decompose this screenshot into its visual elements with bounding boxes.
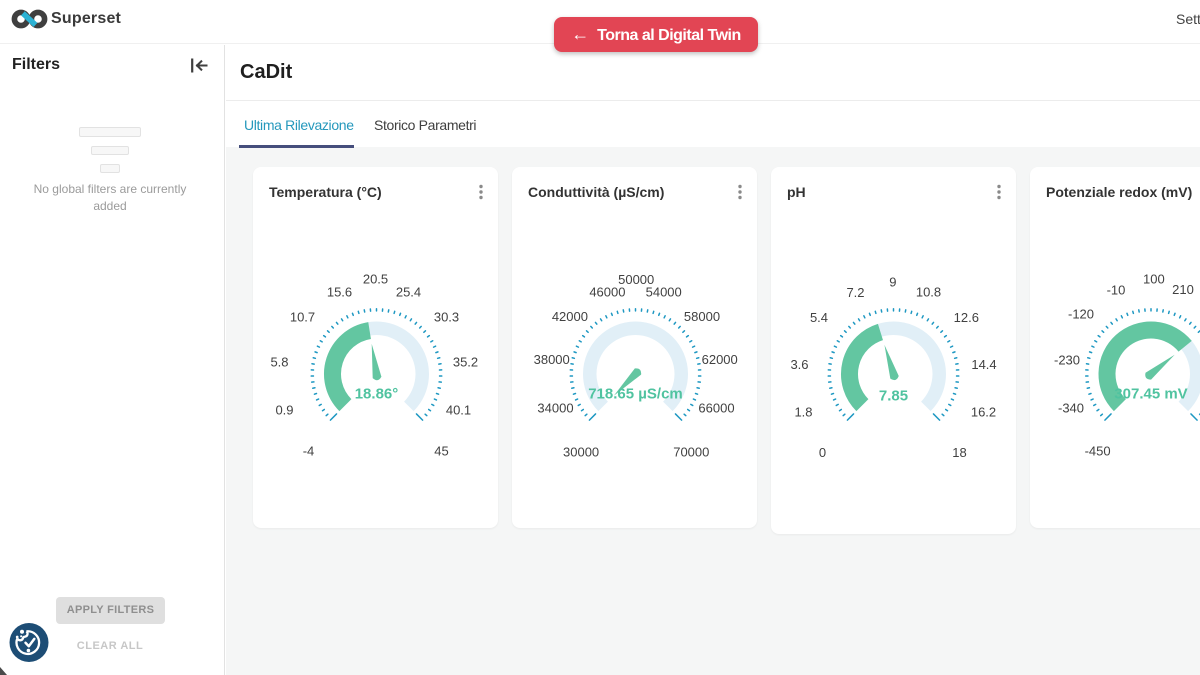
svg-text:38000: 38000 [534, 352, 570, 367]
svg-text:-120: -120 [1068, 307, 1094, 322]
svg-text:7.2: 7.2 [846, 285, 864, 300]
svg-text:12.6: 12.6 [954, 310, 979, 325]
svg-text:1.8: 1.8 [794, 404, 812, 419]
svg-text:10.8: 10.8 [916, 285, 941, 300]
svg-text:3.6: 3.6 [790, 357, 808, 372]
svg-text:0: 0 [819, 445, 826, 460]
svg-text:10.7: 10.7 [290, 310, 315, 325]
svg-text:0.9: 0.9 [275, 403, 293, 418]
svg-text:14.4: 14.4 [971, 357, 996, 372]
svg-text:45: 45 [434, 444, 448, 459]
svg-text:58000: 58000 [684, 309, 720, 324]
svg-text:40.1: 40.1 [446, 403, 471, 418]
svg-text:100: 100 [1143, 272, 1165, 287]
svg-text:210: 210 [1172, 282, 1194, 297]
svg-text:30.3: 30.3 [434, 310, 459, 325]
svg-text:7.85: 7.85 [879, 388, 908, 405]
svg-text:-340: -340 [1058, 401, 1084, 416]
svg-text:5.4: 5.4 [810, 310, 828, 325]
svg-text:9: 9 [889, 275, 896, 290]
svg-text:62000: 62000 [702, 352, 738, 367]
svg-text:-4: -4 [303, 444, 315, 459]
svg-text:-230: -230 [1054, 353, 1080, 368]
svg-text:18: 18 [952, 445, 966, 460]
svg-text:42000: 42000 [552, 309, 588, 324]
svg-text:20.5: 20.5 [363, 272, 388, 287]
svg-text:307.45 mV: 307.45 mV [1114, 386, 1187, 403]
svg-text:66000: 66000 [698, 401, 734, 416]
svg-text:50000: 50000 [618, 272, 654, 287]
svg-text:70000: 70000 [673, 444, 709, 459]
svg-text:-450: -450 [1085, 444, 1111, 459]
svg-text:718.65 µS/cm: 718.65 µS/cm [588, 386, 683, 403]
svg-text:54000: 54000 [646, 284, 682, 299]
svg-text:16.2: 16.2 [971, 404, 996, 419]
svg-text:18.86°: 18.86° [355, 386, 399, 403]
svg-text:34000: 34000 [537, 401, 573, 416]
svg-text:-10: -10 [1107, 283, 1126, 298]
svg-text:25.4: 25.4 [396, 285, 421, 300]
svg-text:46000: 46000 [589, 284, 625, 299]
svg-text:30000: 30000 [563, 444, 599, 459]
svg-text:5.8: 5.8 [270, 355, 288, 370]
svg-text:15.6: 15.6 [327, 285, 352, 300]
svg-text:35.2: 35.2 [453, 355, 478, 370]
